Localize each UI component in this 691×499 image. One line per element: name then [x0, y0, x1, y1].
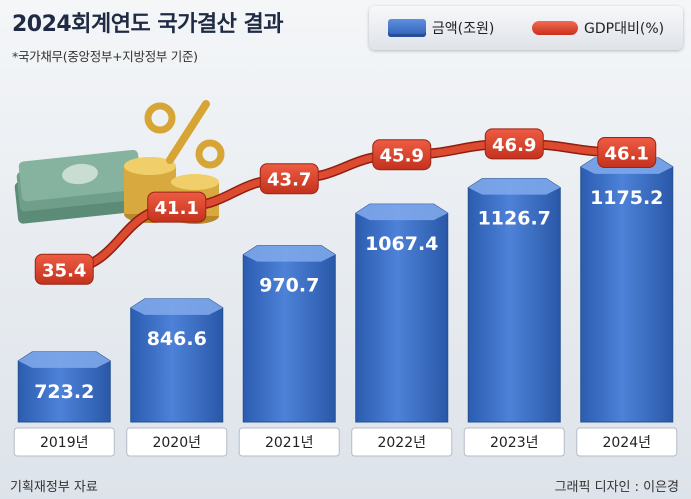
bar-value-label: 1067.4: [365, 233, 438, 255]
bar-value-label: 970.7: [259, 275, 319, 297]
bar: 1175.2: [580, 157, 674, 423]
line-point: 41.1: [147, 191, 207, 223]
x-tick-box: [351, 427, 453, 457]
line-value-label: 46.1: [605, 144, 649, 165]
bar: 1126.7: [467, 178, 561, 423]
bar: 970.7: [242, 245, 336, 423]
bars-layer: 723.2 846.6 970.7 1067.4 1126.7 1175.2: [17, 157, 674, 423]
source-note: 기획재정부 자료: [10, 480, 98, 495]
line-value-label: 41.1: [155, 198, 199, 219]
legend-gdp-label: GDP대비(%): [584, 21, 665, 37]
bar-cap: [130, 298, 223, 315]
legend-item-gdp-ratio: GDP대비(%): [532, 18, 664, 38]
x-tick-box: [238, 427, 340, 457]
bar-cap: [468, 178, 561, 195]
line-point: 46.9: [484, 128, 544, 160]
line-point-marker: [147, 191, 207, 223]
line-value-label: 46.9: [492, 135, 536, 156]
bar-body: [130, 298, 224, 423]
line-point: 43.7: [259, 163, 319, 195]
legend: 금액(조원) GDP대비(%): [369, 6, 683, 50]
line-layer: 35.4 41.1 43.7 45.9 46.9 46.1: [34, 128, 657, 285]
bar-body: [355, 203, 449, 423]
x-tick-label: 2019년: [40, 435, 89, 451]
x-tick-box: [463, 427, 565, 457]
x-tick-box: [13, 427, 115, 457]
x-tick-label: 2021년: [265, 435, 314, 451]
x-tick-box: [576, 427, 678, 457]
bar-body: [467, 178, 561, 423]
line-point-marker: [597, 137, 657, 169]
bar-cap: [243, 245, 336, 262]
bar-value-label: 723.2: [34, 381, 94, 403]
line-point-marker: [259, 163, 319, 195]
legend-bar-swatch: [387, 19, 426, 37]
line-point: 35.4: [34, 253, 94, 285]
bar-body: [242, 245, 336, 423]
line-point: 45.9: [372, 139, 432, 171]
x-tick: 2023년: [463, 427, 565, 457]
x-tick: 2021년: [238, 427, 340, 457]
x-tick-label: 2023년: [490, 435, 539, 451]
x-tick: 2022년: [351, 427, 453, 457]
line-value-label: 43.7: [267, 170, 311, 191]
x-axis: 2019년 2020년 2021년 2022년 2023년 2024년: [13, 427, 678, 457]
banknote-stack-icon: [14, 149, 142, 224]
x-tick-label: 2024년: [602, 435, 651, 451]
bar: 723.2: [17, 351, 111, 423]
legend-amount-label: 금액(조원): [431, 21, 495, 37]
line-point-marker: [34, 253, 94, 285]
line-value-label: 35.4: [42, 260, 86, 281]
chart-title: 2024회계연도 국가결산 결과: [12, 12, 283, 37]
x-tick-box: [126, 427, 228, 457]
x-tick-label: 2022년: [377, 435, 426, 451]
x-tick-label: 2020년: [152, 435, 201, 451]
x-tick: 2024년: [576, 427, 678, 457]
percent-sign-icon: [144, 100, 225, 169]
graphic-credit: 그래픽 디자인 : 이은경: [554, 480, 679, 495]
line-point-marker: [372, 139, 432, 171]
line-value-label: 45.9: [380, 146, 424, 167]
bar: 1067.4: [355, 203, 449, 423]
line-point: 46.1: [597, 137, 657, 169]
legend-line-swatch: [532, 21, 579, 35]
bar-value-label: 1126.7: [478, 208, 551, 230]
chart-subtitle: *국가채무(중앙정부+지방정부 기준): [12, 49, 198, 64]
bar-value-label: 1175.2: [590, 187, 663, 209]
bar-value-label: 846.6: [147, 328, 207, 350]
legend-item-amount: 금액(조원): [387, 18, 495, 38]
x-tick: 2020년: [126, 427, 228, 457]
line-point-marker: [484, 128, 544, 160]
x-tick: 2019년: [13, 427, 115, 457]
bar-cap: [18, 351, 111, 368]
bar-cap: [355, 204, 448, 221]
bar: 846.6: [130, 298, 224, 423]
